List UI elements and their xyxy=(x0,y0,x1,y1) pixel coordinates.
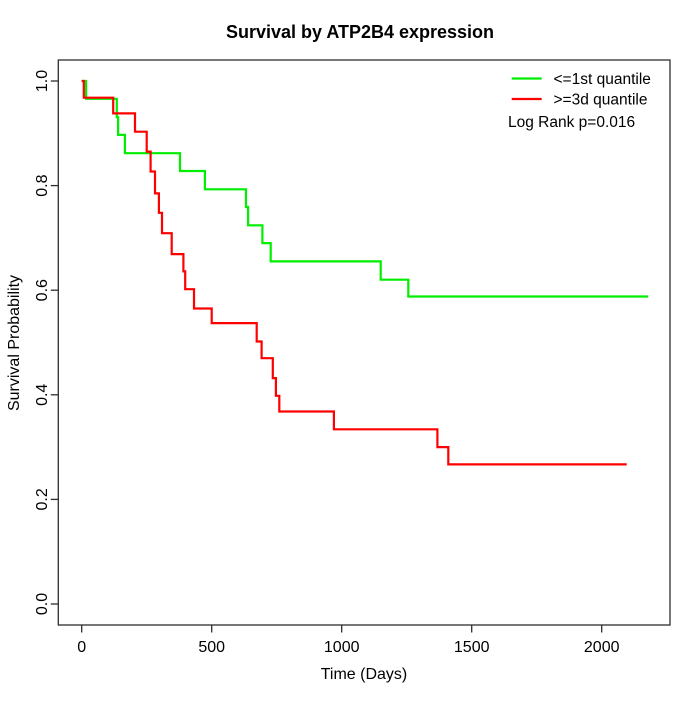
legend: <=1st quantile >=3d quantile Log Rank p=… xyxy=(508,71,651,131)
y-tick-label: 0.8 xyxy=(34,174,51,196)
x-tick-label: 1500 xyxy=(454,639,490,656)
y-tick-label: 0.2 xyxy=(34,488,51,510)
x-tick-label: 2000 xyxy=(584,639,620,656)
x-axis-label: Time (Days) xyxy=(321,666,408,683)
y-axis-ticks: 0.0 0.2 0.4 0.6 0.8 1.0 xyxy=(34,70,59,615)
x-tick-label: 500 xyxy=(198,639,225,656)
x-axis-ticks: 0 500 1000 1500 2000 xyxy=(77,625,620,656)
y-tick-label: 0.4 xyxy=(34,384,51,406)
log-rank-annotation: Log Rank p=0.016 xyxy=(508,114,635,131)
y-tick-label: 1.0 xyxy=(34,70,51,92)
x-tick-label: 1000 xyxy=(324,639,360,656)
y-tick-label: 0.6 xyxy=(34,279,51,301)
legend-label-low-expression: <=1st quantile xyxy=(554,71,651,88)
x-tick-label: 0 xyxy=(77,639,86,656)
km-curve-high-expression xyxy=(81,79,627,466)
chart-title: Survival by ATP2B4 expression xyxy=(226,22,494,42)
y-tick-label: 0.0 xyxy=(34,593,51,615)
km-curve-low-expression xyxy=(81,79,649,298)
plot-frame xyxy=(57,59,671,626)
y-axis-label: Survival Probability xyxy=(6,275,23,411)
legend-label-high-expression: >=3d quantile xyxy=(554,92,648,109)
